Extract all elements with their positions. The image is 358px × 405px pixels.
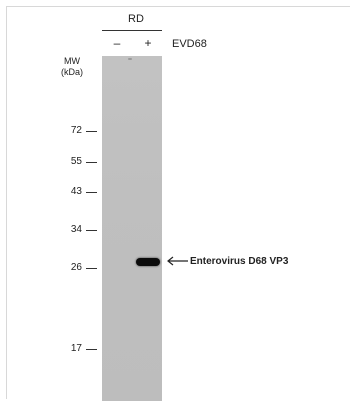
- mw-title-line2: (kDa): [61, 67, 83, 77]
- marker-label: 55: [70, 156, 82, 167]
- cell-line-label: RD: [128, 13, 144, 25]
- blot-membrane: [102, 56, 162, 401]
- marker-43: 43: [64, 186, 100, 198]
- marker-tick: [86, 230, 97, 231]
- marker-label: 43: [70, 186, 82, 197]
- mw-title-line1: MW: [64, 56, 80, 66]
- left-arrow-icon: [167, 256, 188, 266]
- marker-label: 17: [70, 343, 82, 354]
- marker-label: 34: [70, 224, 82, 235]
- marker-72: 72: [64, 125, 100, 137]
- marker-tick: [86, 268, 97, 269]
- membrane-speck: [128, 58, 132, 60]
- mw-title: MW (kDa): [61, 56, 83, 78]
- marker-tick: [86, 162, 97, 163]
- marker-tick: [86, 131, 97, 132]
- marker-55: 55: [64, 156, 100, 168]
- lane-minus-label: –: [113, 36, 121, 50]
- protein-band: [136, 258, 160, 266]
- marker-17: 17: [64, 343, 100, 355]
- marker-label: 72: [70, 125, 82, 136]
- figure-frame: [6, 6, 350, 399]
- band-label: Enterovirus D68 VP3: [190, 256, 289, 267]
- marker-label: 26: [70, 262, 82, 273]
- treatment-label: EVD68: [172, 38, 207, 50]
- marker-tick: [86, 192, 97, 193]
- marker-26: 26: [64, 262, 100, 274]
- lane-plus-label: +: [144, 36, 152, 50]
- marker-tick: [86, 349, 97, 350]
- cell-line-bar: [102, 30, 162, 31]
- marker-34: 34: [64, 224, 100, 236]
